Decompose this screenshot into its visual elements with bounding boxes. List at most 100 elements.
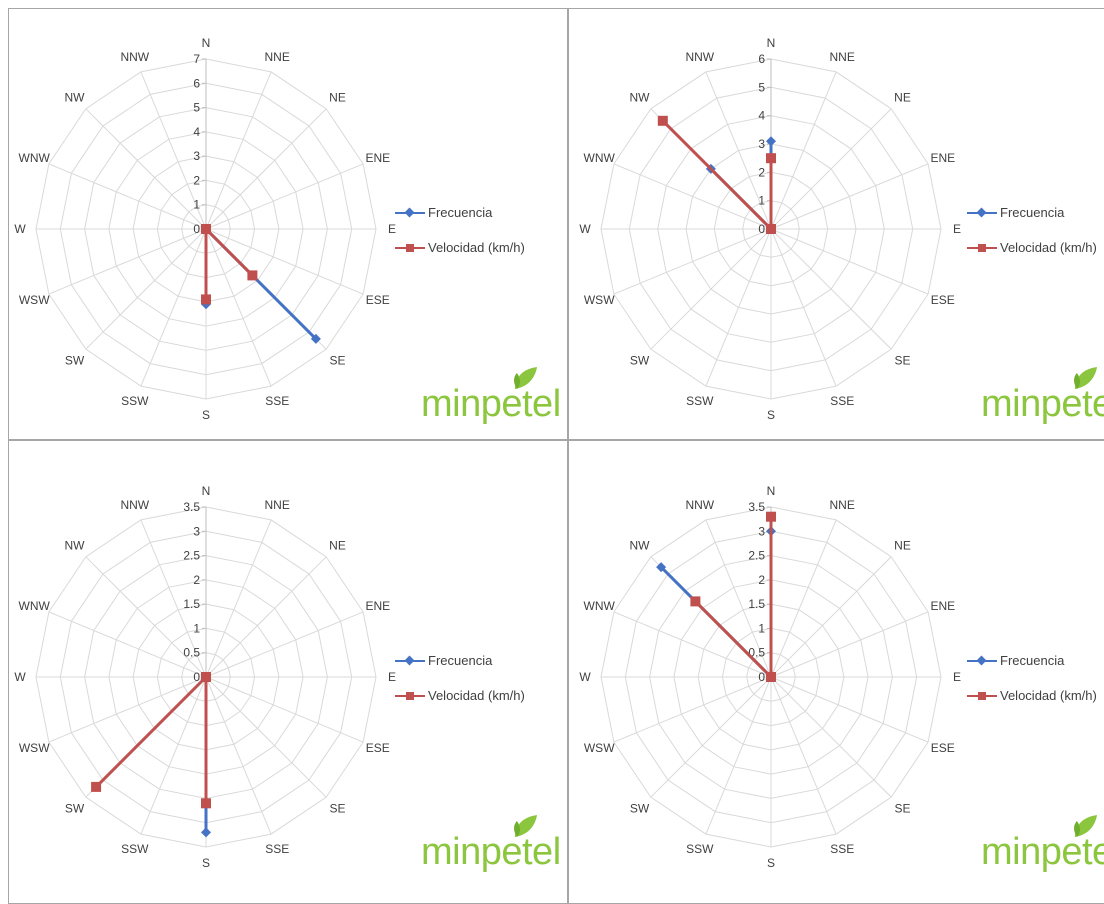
- spoke-nne: [205, 519, 272, 678]
- point-velocidad-nnw: [201, 224, 211, 234]
- spoke-nne: [770, 71, 837, 230]
- series-line-velocidad: [661, 119, 773, 231]
- legend-3: Frecuencia Velocidad (km/h): [967, 650, 1097, 720]
- spoke-ne: [205, 108, 327, 230]
- legend-0: Frecuencia Velocidad (km/h): [395, 202, 525, 272]
- spoke-nnw: [140, 519, 207, 678]
- direction-label-ssw: SSW: [121, 394, 149, 408]
- series-velocidad: [201, 224, 258, 305]
- direction-label-ese: ESE: [931, 741, 955, 755]
- radar-chart-3: 0 0.5 1 1.5 2 2.5 3 3.5N NNE NE ENE E ESE SE SSE S SSW SW…: [579, 484, 961, 870]
- direction-label-wnw: WNW: [19, 151, 51, 165]
- direction-label-wsw: WSW: [584, 741, 615, 755]
- point-velocidad-s: [201, 798, 211, 809]
- spoke-ene: [205, 611, 364, 678]
- direction-label-se: SE: [329, 802, 345, 816]
- minpetel-logo: minpetel: [981, 367, 1104, 423]
- spoke-wnw: [613, 611, 772, 678]
- spoke-ene: [770, 163, 929, 230]
- point-velocidad-nw: [690, 596, 701, 607]
- minpetel-logo: minpetel: [981, 815, 1104, 873]
- spoke-nne: [770, 519, 837, 678]
- direction-label-ese: ESE: [931, 293, 955, 307]
- spoke-ese: [205, 676, 364, 743]
- legend-label-frecuencia: Frecuencia: [1000, 205, 1065, 220]
- leaf-right-shape: [1075, 815, 1097, 837]
- leaf-icon: [1074, 367, 1097, 389]
- point-velocidad-nw: [657, 115, 668, 126]
- chart-panel-1: 0 1 2 3 4 5 6 N NNE NE ENE E ESE SE SSE S SSW SW WSW W WNW NW…: [568, 8, 1104, 440]
- point-velocidad-n: [766, 511, 776, 522]
- spoke-ne: [205, 556, 327, 678]
- direction-label-sw: SW: [65, 802, 85, 816]
- tick-label: 4: [193, 125, 200, 139]
- direction-label-sw: SW: [630, 802, 650, 816]
- point-velocidad-nnw: [201, 672, 211, 682]
- tick-label: 2.5: [183, 549, 200, 563]
- direction-label-se: SE: [894, 802, 910, 816]
- tick-label: 2: [758, 165, 765, 179]
- tick-label: 5: [193, 101, 200, 115]
- direction-label-wsw: WSW: [19, 293, 50, 307]
- legend-label-velocidad: Velocidad (km/h): [1000, 688, 1097, 703]
- spoke-wnw: [613, 163, 772, 230]
- spoke-se: [770, 676, 892, 798]
- direction-label-s: S: [202, 408, 210, 422]
- leaf-right-shape: [1075, 367, 1097, 389]
- chart-panel-3: 0 0.5 1 1.5 2 2.5 3 3.5 N NNE NE ENE E ESE SE SSE S SSW SW…: [568, 440, 1104, 904]
- tick-label: 2.5: [748, 549, 765, 563]
- spoke-wsw: [613, 676, 772, 743]
- direction-label-w: W: [579, 222, 591, 236]
- direction-label-nw: NW: [630, 539, 651, 553]
- spoke-ese: [770, 228, 929, 295]
- leaf-left-shape: [514, 373, 520, 389]
- legend-item-velocidad: Velocidad (km/h): [395, 685, 525, 706]
- spoke-ne: [770, 556, 892, 678]
- direction-label-s: S: [767, 408, 775, 422]
- point-frecuencia-se: [310, 333, 321, 344]
- point-velocidad-sw: [91, 781, 102, 792]
- leaf-right-shape: [515, 367, 537, 389]
- direction-label-se: SE: [329, 354, 345, 368]
- direction-label-wsw: WSW: [19, 741, 50, 755]
- point-frecuencia-n: [766, 136, 776, 147]
- velocidad-square-icon: [395, 690, 425, 702]
- direction-label-sw: SW: [65, 354, 85, 368]
- direction-label-nnw: NNW: [120, 498, 149, 512]
- spoke-nw: [85, 108, 207, 230]
- tick-label: 0: [193, 222, 200, 236]
- legend-item-frecuencia: Frecuencia: [395, 202, 525, 223]
- leaf-icon: [1074, 815, 1097, 837]
- tick-label: 1.5: [748, 597, 765, 611]
- tick-label: 3: [758, 137, 765, 151]
- radar-chart-2: 0 0.5 1 1.5 2 2.5 3 3.5N NNE NE ENE E ESE SE SSE S SSW SW…: [14, 484, 396, 870]
- direction-label-nnw: NNW: [120, 50, 149, 64]
- series-velocidad: [690, 511, 776, 682]
- spoke-wnw: [48, 611, 207, 678]
- direction-label-ssw: SSW: [686, 842, 714, 856]
- chart-panel-2: 0 0.5 1 1.5 2 2.5 3 3.5 N NNE NE ENE E ESE SE SSE S SSW SW…: [8, 440, 568, 904]
- direction-label-ene: ENE: [930, 599, 955, 613]
- logo-text: minpetel: [981, 831, 1104, 873]
- direction-label-nnw: NNW: [685, 50, 714, 64]
- tick-label: 2: [193, 573, 200, 587]
- direction-label-w: W: [579, 670, 591, 684]
- legend-label-frecuencia: Frecuencia: [428, 205, 493, 220]
- spoke-wnw: [48, 163, 207, 230]
- tick-label: 6: [193, 76, 200, 90]
- direction-label-n: N: [767, 36, 776, 50]
- spoke-ene: [770, 611, 929, 678]
- point-velocidad-nnw: [766, 224, 776, 234]
- spoke-ne: [770, 108, 892, 230]
- direction-label-sse: SSE: [265, 394, 289, 408]
- minpetel-logo: minpetel: [421, 367, 561, 423]
- direction-label-wsw: WSW: [584, 293, 615, 307]
- minpetel-logo: minpetel: [421, 815, 561, 871]
- tick-label: 1.5: [183, 597, 200, 611]
- legend-label-velocidad: Velocidad (km/h): [428, 688, 525, 703]
- radar-chart-1: 0 1 2 3 4 5 6N NNE NE ENE E ESE SE SSE S SSW SW WSW W WNW NW…: [579, 36, 961, 422]
- spoke-wsw: [613, 228, 772, 295]
- legend-1: Frecuencia Velocidad (km/h): [967, 202, 1097, 272]
- tick-label: 3: [193, 524, 200, 538]
- point-frecuencia-nw: [656, 562, 667, 573]
